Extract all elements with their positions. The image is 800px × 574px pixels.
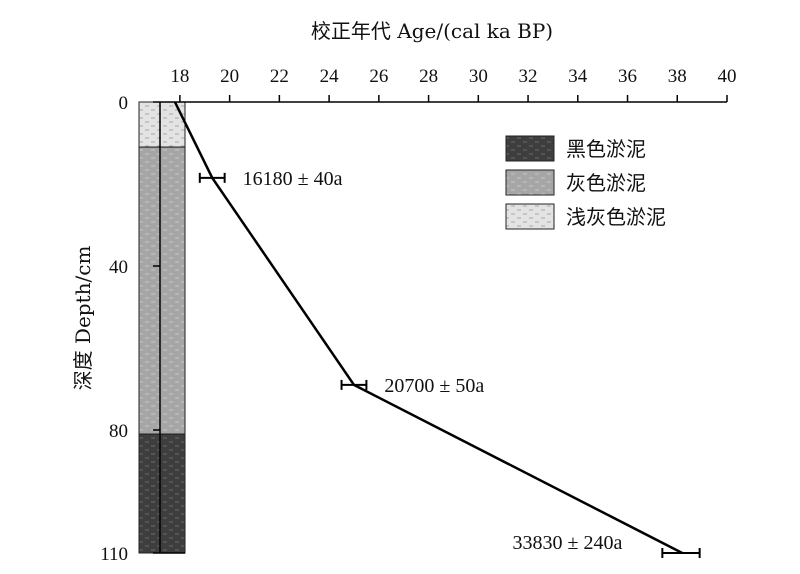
sample-age-label: 33830 ± 240a	[512, 532, 622, 554]
legend-swatch	[505, 135, 555, 162]
x-axis-title: 校正年代 Age/(cal ka BP)	[311, 19, 553, 43]
x-tick-label: 30	[469, 66, 488, 87]
x-tick-label: 32	[519, 66, 538, 87]
x-tick-label: 24	[320, 66, 340, 87]
x-tick-label: 26	[369, 66, 388, 87]
y-tick-label: 40	[109, 257, 128, 278]
y-tick-label: 110	[100, 544, 128, 565]
x-tick-label: 34	[568, 66, 588, 87]
dated-samples: 16180 ± 40a 20700 ± 50a 33830 ± 240a	[198, 168, 701, 558]
x-tick-label: 36	[618, 66, 637, 87]
x-tick-label: 18	[170, 66, 189, 87]
lithology-column	[138, 101, 186, 554]
y-axis-title: 深度 Depth/cm	[71, 246, 95, 391]
legend-label: 灰色淤泥	[566, 171, 646, 195]
lithology-layer	[138, 433, 186, 554]
legend-label: 浅灰色淤泥	[566, 205, 666, 229]
x-tick-label: 20	[220, 66, 239, 87]
legend-swatch	[505, 169, 555, 196]
sample-age-label: 16180 ± 40a	[243, 168, 343, 190]
x-tick-label: 28	[419, 66, 438, 87]
x-tick-label: 38	[668, 66, 687, 87]
age-depth-series	[173, 101, 683, 555]
x-tick-label: 22	[270, 66, 289, 87]
legend-swatch	[505, 203, 555, 230]
sample-age-label: 20700 ± 50a	[384, 375, 484, 397]
lithology-layer	[138, 146, 186, 435]
axes: 18 20 22 24 26 28 30 32 34 36 38 40 0 40 80 110	[100, 66, 736, 565]
y-tick-label: 80	[109, 421, 128, 442]
legend-label: 黑色淤泥	[566, 137, 646, 161]
x-tick-label: 40	[718, 66, 737, 87]
y-tick-label: 0	[119, 93, 129, 114]
age-depth-line	[173, 101, 683, 555]
